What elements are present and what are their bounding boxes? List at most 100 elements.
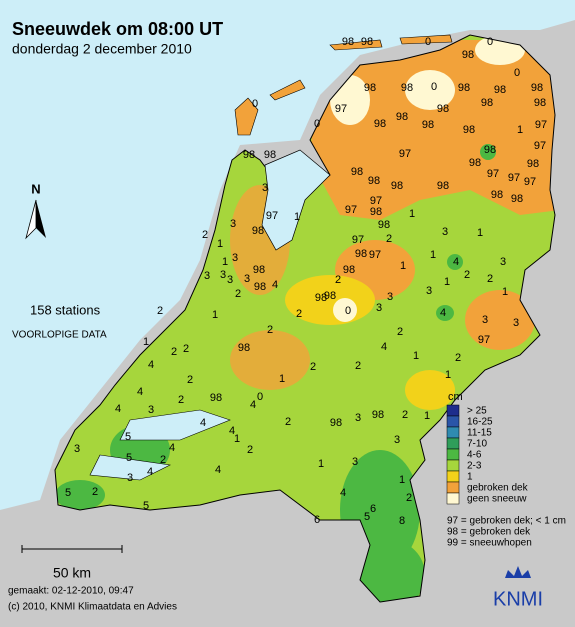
station-value: 98 — [342, 36, 354, 48]
legend-label: 7-10 — [467, 439, 487, 450]
notice: VOORLOPIGE DATA — [12, 330, 107, 341]
station-value: 4 — [147, 466, 153, 478]
legend-swatch — [446, 459, 460, 472]
station-value: 1 — [502, 286, 508, 298]
station-value: 0 — [257, 391, 263, 403]
station-value: 98 — [343, 264, 355, 276]
station-value: 98 — [469, 157, 481, 169]
station-value: 98 — [491, 189, 503, 201]
station-value: 98 — [315, 292, 327, 304]
station-value: 98 — [370, 206, 382, 218]
station-value: 1 — [517, 124, 523, 136]
sea — [0, 0, 575, 510]
station-value: 3 — [220, 269, 226, 281]
station-value: 5 — [364, 511, 370, 523]
station-value: 1 — [413, 350, 419, 362]
station-value: 98 — [238, 342, 250, 354]
station-value: 1 — [424, 410, 430, 422]
station-value: 98 — [243, 149, 255, 161]
station-value: 98 — [534, 97, 546, 109]
legend-swatch — [446, 492, 460, 505]
station-value: 2 — [464, 269, 470, 281]
station-value: 3 — [352, 456, 358, 468]
station-value: 0 — [252, 98, 258, 110]
legend-swatch — [446, 481, 460, 494]
station-value: 98 — [463, 124, 475, 136]
station-value: 3 — [376, 302, 382, 314]
station-value: 98 — [252, 225, 264, 237]
station-value: 1 — [444, 276, 450, 288]
station-value: 98 — [372, 409, 384, 421]
station-value: 98 — [368, 175, 380, 187]
legend-swatch — [446, 448, 460, 461]
scale-bar — [21, 545, 123, 553]
station-value: 3 — [500, 256, 506, 268]
legend-unit: cm — [448, 391, 463, 403]
station-value: 2 — [285, 416, 291, 428]
station-value: 6 — [370, 503, 376, 515]
legend-label: > 25 — [467, 406, 487, 417]
station-value: 98 — [264, 149, 276, 161]
station-value: 1 — [477, 227, 483, 239]
station-value: 5 — [126, 452, 132, 464]
station-value: 2 — [310, 361, 316, 373]
station-value: 3 — [394, 434, 400, 446]
station-value: 98 — [494, 84, 506, 96]
station-value: 8 — [399, 515, 405, 527]
station-value: 98 — [437, 180, 449, 192]
logo-crown — [505, 566, 531, 578]
station-value: 2 — [335, 274, 341, 286]
station-value: 1 — [217, 238, 223, 250]
ijsselmeer — [261, 149, 331, 251]
legend-swatch — [446, 404, 460, 417]
north-label: N — [31, 181, 40, 196]
station-value: 3 — [244, 273, 250, 285]
station-value: 0 — [425, 36, 431, 48]
station-value: 97 — [534, 140, 546, 152]
station-value: 1 — [409, 208, 415, 220]
station-value: 1 — [445, 369, 451, 381]
legend-label: 4-6 — [467, 450, 482, 461]
station-value: 98 — [253, 264, 265, 276]
station-value: 3 — [442, 226, 448, 238]
station-value: 2 — [402, 409, 408, 421]
legend-label: 1 — [467, 472, 473, 483]
station-value: 4 — [453, 256, 459, 268]
station-value: 2 — [247, 444, 253, 456]
station-value: 98 — [484, 144, 496, 156]
station-value: 5 — [65, 487, 71, 499]
station-value: 4 — [115, 403, 121, 415]
station-value: 2 — [235, 288, 241, 300]
station-value: 98 — [511, 193, 523, 205]
station-value: 4 — [440, 307, 446, 319]
made-date: gemaakt: 02-12-2010, 09:47 — [8, 586, 134, 597]
station-value: 2 — [386, 233, 392, 245]
station-value: 97 — [352, 234, 364, 246]
station-value: 3 — [387, 291, 393, 303]
station-value: 97 — [266, 210, 278, 222]
station-value: 2 — [487, 273, 493, 285]
station-value: 97 — [524, 176, 536, 188]
station-value: 97 — [508, 172, 520, 184]
station-value: 3 — [262, 182, 268, 194]
station-value: 98 — [396, 111, 408, 123]
estuary — [89, 409, 231, 481]
station-value: 2 — [355, 360, 361, 372]
subtitle: donderdag 2 december 2010 — [12, 41, 192, 57]
station-value: 98 — [378, 219, 390, 231]
station-value: 98 — [401, 82, 413, 94]
legend-label: 11-15 — [467, 428, 492, 439]
station-value: 97 — [345, 204, 357, 216]
title: Sneeuwdek om 08:00 UT — [12, 19, 223, 39]
station-value: 2 — [406, 492, 412, 504]
station-value: 98 — [531, 82, 543, 94]
station-value: 4 — [250, 399, 256, 411]
station-value: 2 — [92, 486, 98, 498]
station-value: 3 — [230, 218, 236, 230]
legend-swatch — [446, 437, 460, 450]
station-value: 98 — [324, 290, 336, 302]
station-value: 98 — [458, 82, 470, 94]
station-value: 1 — [143, 336, 149, 348]
